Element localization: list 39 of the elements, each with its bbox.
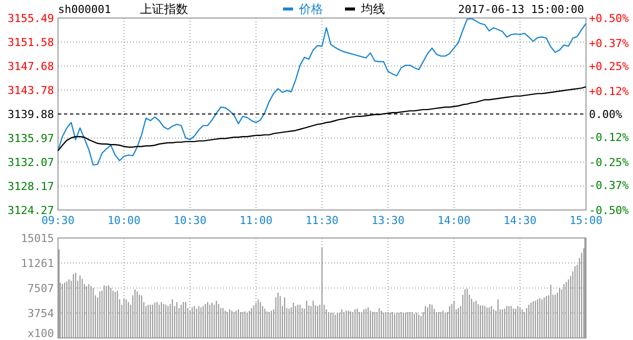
- x-tick-label: 11:00: [239, 214, 273, 227]
- x-tick-label: 14:30: [503, 214, 537, 227]
- y2-tick-label: +0.37%: [589, 36, 630, 50]
- y2-tick-label: -0.25%: [589, 156, 630, 169]
- y-tick-label: 15015: [20, 232, 54, 245]
- y-tick-label: 3151.58: [8, 36, 54, 50]
- y2-tick-label: +0.50%: [589, 12, 630, 25]
- x-tick-label: 11:30: [305, 214, 339, 227]
- x-tick-label: 10:30: [173, 214, 207, 227]
- y-tick-label: 3147.68: [8, 60, 54, 74]
- y-tick-label: 3124.27: [8, 204, 54, 217]
- y2-tick-label: -0.12%: [589, 131, 630, 144]
- text: 2017-06-13 15:00:00: [458, 3, 584, 16]
- x-tick-label: 13:30: [371, 214, 405, 227]
- line-series: [57, 86, 587, 152]
- legend-label: 价格: [298, 2, 323, 16]
- y-tick-label: 7507: [28, 282, 54, 296]
- y-tick-label: x100: [28, 327, 54, 340]
- legend-label: 均线: [360, 2, 385, 16]
- line-series: [57, 18, 587, 166]
- x-tick-label: 10:00: [107, 214, 141, 227]
- x-tick-label: 14:00: [437, 214, 471, 227]
- y-tick-label: 3143.78: [8, 84, 54, 98]
- x-tick-label: 09:30: [41, 214, 75, 227]
- y2-tick-label: -0.37%: [589, 179, 630, 192]
- y2-tick-label: 0.00%: [589, 108, 622, 121]
- x-tick-label: 15:00: [569, 214, 603, 227]
- y2-tick-label: -0.50%: [589, 204, 630, 217]
- y-tick-label: 3155.49: [8, 12, 54, 25]
- y-tick-label: 11261: [20, 257, 54, 270]
- y-tick-label: 3135.97: [8, 132, 54, 146]
- y2-tick-label: +0.12%: [589, 84, 630, 98]
- chart-title: 上证指数: [140, 2, 188, 16]
- y-tick-label: 3128.17: [8, 180, 54, 194]
- y-tick-label: 3132.07: [8, 156, 54, 170]
- y2-tick-label: +0.25%: [589, 60, 630, 73]
- y-tick-label: 3139.88: [8, 108, 54, 121]
- y-tick-label: 3754: [28, 307, 54, 320]
- chart-subtitle: sh000001: [58, 3, 111, 16]
